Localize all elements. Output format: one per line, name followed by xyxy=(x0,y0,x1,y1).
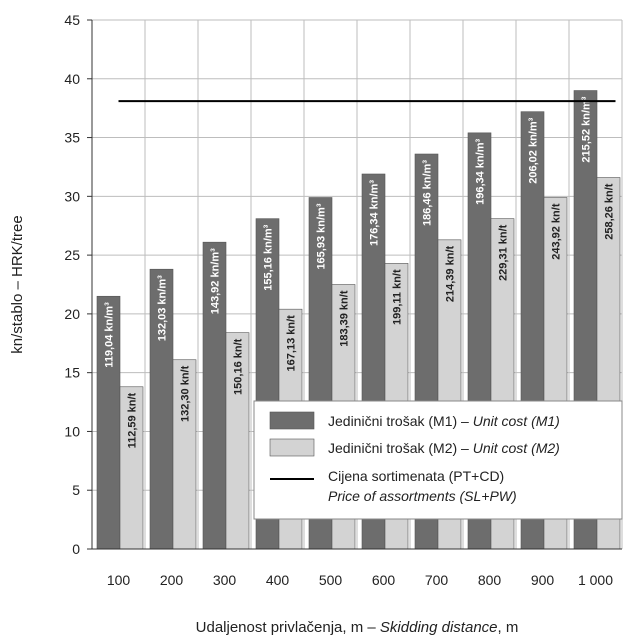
legend-label-line-en: Price of assortments (SL+PW) xyxy=(328,488,517,504)
bar-label-m2: 112,59 kn/t xyxy=(127,392,139,448)
y-tick-label: 45 xyxy=(64,12,80,28)
bar-label-m2: 132,30 kn/t xyxy=(180,365,192,422)
y-tick-label: 40 xyxy=(64,71,80,87)
bar-label-m1: 186,46 kn/m³ xyxy=(422,160,434,226)
x-tick-label: 300 xyxy=(213,572,237,588)
bar-label-m1: 196,34 kn/m³ xyxy=(475,139,487,205)
y-tick-label: 0 xyxy=(72,541,80,557)
bar-label-m2: 229,31 kn/t xyxy=(498,224,510,281)
bar-label-m1: 176,34 kn/m³ xyxy=(369,180,381,246)
legend-label-m1: Jedinični trošak (M1) – Unit cost (M1) xyxy=(328,413,560,429)
bar-label-m2: 243,92 kn/t xyxy=(551,203,563,260)
legend-swatch-m2 xyxy=(269,438,315,457)
bar-label-m1: 155,16 kn/m³ xyxy=(263,224,275,290)
bar-label-m2: 183,39 kn/t xyxy=(339,290,351,347)
x-tick-label: 700 xyxy=(425,572,449,588)
bar-label-m1: 206,02 kn/m³ xyxy=(528,117,540,183)
bar-label-m1: 119,04 kn/m³ xyxy=(104,302,116,368)
bar-label-m2: 150,16 kn/t xyxy=(233,338,245,395)
bar-label-m2: 258,26 kn/t xyxy=(604,183,616,240)
x-tick-label: 400 xyxy=(266,572,290,588)
bar-label-m2: 199,11 kn/t xyxy=(392,269,404,325)
y-tick-label: 30 xyxy=(64,188,80,204)
y-tick-label: 10 xyxy=(64,423,80,439)
bar-label-m2: 167,13 kn/t xyxy=(286,315,298,372)
x-tick-label: 1 000 xyxy=(578,572,613,588)
legend-swatch-m1 xyxy=(269,411,315,430)
y-tick-label: 35 xyxy=(64,130,80,146)
bar-label-m1: 215,52 kn/m³ xyxy=(581,96,593,162)
y-tick-label: 15 xyxy=(64,365,80,381)
bar-label-m1: 132,03 kn/m³ xyxy=(157,275,169,341)
x-tick-label: 600 xyxy=(372,572,396,588)
x-tick-label: 200 xyxy=(160,572,184,588)
x-axis-title: Udaljenost privlačenja, m – Skidding dis… xyxy=(196,619,519,636)
x-tick-label: 900 xyxy=(531,572,555,588)
bar-label-m1: 143,92 kn/m³ xyxy=(210,248,222,314)
y-tick-label: 20 xyxy=(64,306,80,322)
bar-label-m2: 214,39 kn/t xyxy=(445,246,457,303)
legend-label-line: Cijena sortimenata (PT+CD) xyxy=(328,468,504,484)
x-tick-label: 800 xyxy=(478,572,502,588)
x-tick-label: 500 xyxy=(319,572,343,588)
bar-label-m1: 165,93 kn/m³ xyxy=(316,203,328,269)
legend-label-m2: Jedinični trošak (M2) – Unit cost (M2) xyxy=(328,440,560,456)
y-axis-title: kn/stablo – HRK/tree xyxy=(9,215,26,353)
legend-box xyxy=(253,400,623,520)
x-tick-label: 100 xyxy=(107,572,131,588)
y-tick-label: 25 xyxy=(64,247,80,263)
y-tick-label: 5 xyxy=(72,482,80,498)
